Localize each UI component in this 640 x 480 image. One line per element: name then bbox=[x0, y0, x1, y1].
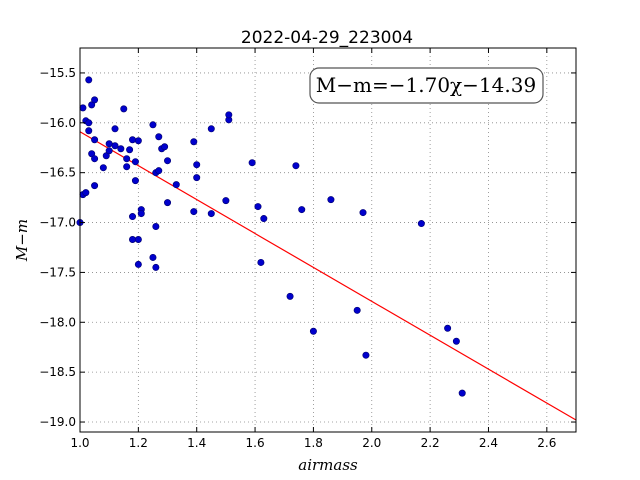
x-axis-label: airmass bbox=[298, 456, 358, 474]
x-tick-label: 2.6 bbox=[537, 436, 556, 450]
y-tick-label: −16.0 bbox=[39, 116, 76, 130]
data-point bbox=[123, 163, 131, 171]
x-tick-label: 1.0 bbox=[70, 436, 89, 450]
data-point bbox=[111, 142, 119, 150]
y-axis-label: M−m bbox=[13, 219, 31, 262]
data-point bbox=[149, 253, 157, 261]
x-tick-label: 2.2 bbox=[421, 436, 440, 450]
data-point bbox=[149, 121, 157, 129]
data-point bbox=[91, 136, 99, 144]
annotation-text: M−m=−1.70χ−14.39 bbox=[316, 73, 536, 97]
data-point bbox=[129, 136, 137, 144]
x-tick-label: 2.4 bbox=[479, 436, 498, 450]
data-point bbox=[172, 181, 180, 189]
data-point bbox=[292, 162, 300, 170]
data-point bbox=[207, 125, 215, 133]
data-point bbox=[123, 155, 131, 163]
data-point bbox=[129, 236, 137, 244]
data-point bbox=[298, 206, 306, 214]
data-point bbox=[91, 96, 99, 104]
data-point bbox=[417, 220, 425, 228]
data-point bbox=[257, 258, 265, 266]
fit-line bbox=[79, 131, 577, 421]
data-point bbox=[105, 140, 113, 148]
axis-ticks bbox=[79, 48, 576, 432]
data-point bbox=[91, 182, 99, 190]
data-point bbox=[155, 167, 163, 175]
data-point bbox=[111, 125, 119, 133]
y-tick-labels: −15.5 −16.0 −16.5 −17.0 −17.5 −18.0 −18.5 −19.0 bbox=[39, 66, 76, 429]
data-point bbox=[134, 137, 142, 145]
fit-equation-annotation: M−m=−1.70χ−14.39 bbox=[309, 67, 544, 104]
x-tick-label: 2.0 bbox=[362, 436, 381, 450]
data-point bbox=[286, 292, 294, 300]
data-point bbox=[327, 196, 335, 204]
data-point bbox=[120, 105, 128, 113]
data-point bbox=[260, 215, 268, 223]
grid-lines bbox=[79, 48, 576, 432]
plot-frame bbox=[79, 47, 577, 433]
x-tick-label: 1.4 bbox=[187, 436, 206, 450]
data-point bbox=[134, 236, 142, 244]
data-point bbox=[353, 306, 361, 314]
data-point bbox=[85, 127, 93, 135]
data-point bbox=[452, 337, 460, 345]
x-tick-label: 1.8 bbox=[304, 436, 323, 450]
data-point bbox=[254, 203, 262, 211]
y-tick-label: −16.5 bbox=[39, 166, 76, 180]
data-points bbox=[76, 76, 466, 397]
data-point bbox=[155, 133, 163, 141]
y-tick-label: −19.0 bbox=[39, 415, 76, 429]
x-tick-label: 1.6 bbox=[246, 436, 265, 450]
fit-line-group bbox=[79, 131, 577, 421]
y-tick-label: −18.0 bbox=[39, 315, 76, 329]
data-point bbox=[222, 197, 230, 205]
data-point bbox=[309, 327, 317, 335]
data-point bbox=[82, 189, 90, 197]
data-point bbox=[164, 157, 172, 165]
data-point bbox=[117, 145, 125, 153]
data-point bbox=[131, 158, 139, 166]
data-point bbox=[248, 159, 256, 167]
y-tick-label: −18.5 bbox=[39, 365, 76, 379]
annotation-box bbox=[309, 67, 544, 104]
data-point bbox=[193, 161, 201, 169]
data-point bbox=[85, 119, 93, 127]
y-tick-label: −17.0 bbox=[39, 216, 76, 230]
data-point bbox=[129, 213, 137, 221]
data-point bbox=[85, 76, 93, 84]
data-point bbox=[91, 155, 99, 163]
data-point bbox=[134, 260, 142, 268]
x-tick-labels: 1.0 1.2 1.4 1.6 1.8 2.0 2.2 2.4 2.6 bbox=[70, 436, 556, 450]
data-point bbox=[152, 223, 160, 231]
data-point bbox=[362, 351, 370, 359]
y-tick-label: −15.5 bbox=[39, 66, 76, 80]
data-point bbox=[99, 164, 107, 172]
data-point bbox=[193, 174, 201, 182]
data-point bbox=[131, 177, 139, 185]
data-point bbox=[458, 389, 466, 397]
data-point bbox=[444, 324, 452, 332]
data-point bbox=[161, 143, 169, 151]
x-tick-label: 1.2 bbox=[129, 436, 148, 450]
data-point bbox=[190, 138, 198, 146]
data-point bbox=[225, 111, 233, 119]
data-point bbox=[152, 263, 160, 271]
data-point bbox=[137, 210, 145, 218]
chart-title: 2022-04-29_223004 bbox=[241, 28, 413, 48]
data-point bbox=[79, 104, 87, 112]
data-point bbox=[359, 209, 367, 217]
data-point bbox=[190, 208, 198, 216]
data-point bbox=[164, 199, 172, 207]
data-point bbox=[207, 210, 215, 218]
data-point bbox=[105, 147, 113, 155]
y-tick-label: −17.5 bbox=[39, 265, 76, 279]
data-point bbox=[126, 146, 134, 154]
